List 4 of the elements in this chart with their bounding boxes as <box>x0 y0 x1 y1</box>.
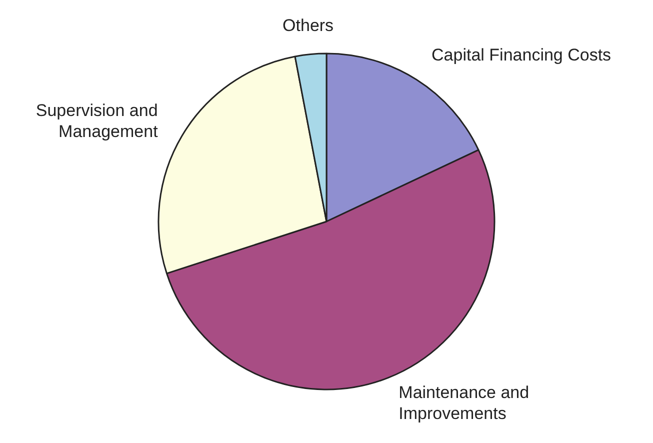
slice-label: Capital Financing Costs <box>432 46 612 65</box>
slice-label: Supervision and Management <box>36 100 158 141</box>
slice-label: Maintenance and Improvements <box>398 382 530 423</box>
slice-label: Others <box>282 16 334 36</box>
